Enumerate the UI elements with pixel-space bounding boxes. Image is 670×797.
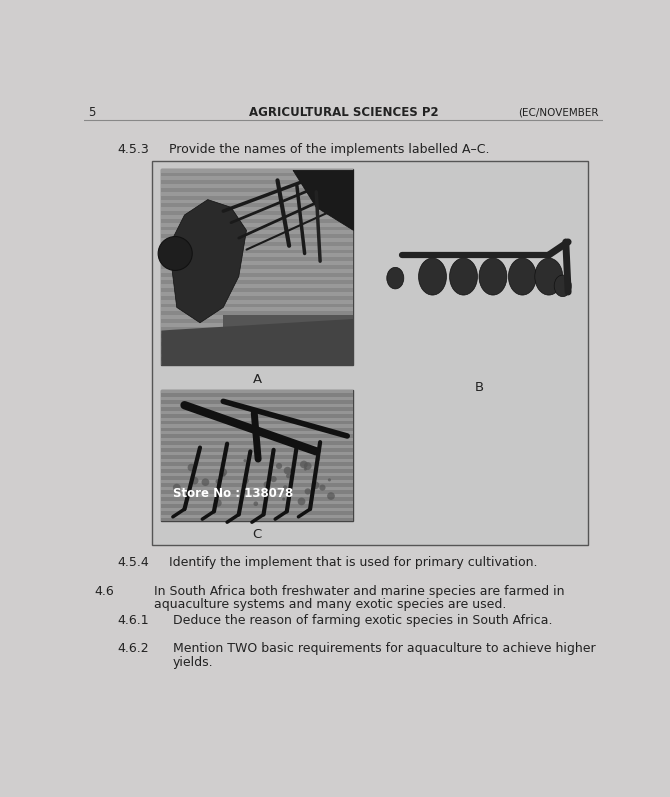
Circle shape [271,476,277,482]
Circle shape [214,499,222,507]
Circle shape [173,484,181,492]
Circle shape [191,477,198,485]
Circle shape [304,468,307,471]
Circle shape [216,479,220,484]
Circle shape [221,472,226,477]
Circle shape [202,478,209,486]
Circle shape [243,477,249,484]
Polygon shape [161,319,354,365]
Text: yields.: yields. [173,656,214,669]
Bar [161,390,354,520]
Circle shape [219,469,227,476]
Ellipse shape [450,258,478,295]
Polygon shape [293,171,354,230]
Circle shape [300,461,308,469]
Polygon shape [223,315,354,365]
Circle shape [243,459,247,462]
Circle shape [253,501,258,506]
Circle shape [263,481,270,488]
Circle shape [282,497,285,501]
Circle shape [283,467,291,474]
Circle shape [270,462,273,465]
Circle shape [286,473,291,478]
Text: Identify the implement that is used for primary cultivation.: Identify the implement that is used for … [169,556,537,569]
Circle shape [316,457,320,461]
Text: A: A [253,373,262,386]
Text: Store No : 138078: Store No : 138078 [173,487,293,501]
Text: B: B [474,380,484,394]
Circle shape [304,462,312,470]
Circle shape [328,478,331,481]
Text: In South Africa both freshwater and marine species are farmed in: In South Africa both freshwater and mari… [153,584,564,598]
Circle shape [297,497,306,505]
Circle shape [320,485,326,491]
Ellipse shape [419,258,446,295]
Text: Mention TWO basic requirements for aquaculture to achieve higher: Mention TWO basic requirements for aquac… [173,642,596,655]
Text: 4.6.1: 4.6.1 [118,614,149,627]
Circle shape [312,481,320,489]
Ellipse shape [554,275,572,296]
Text: C: C [253,528,262,541]
Text: 4.6.2: 4.6.2 [118,642,149,655]
Ellipse shape [509,258,537,295]
Ellipse shape [535,258,563,295]
Circle shape [158,237,192,270]
Text: AGRICULTURAL SCIENCES P2: AGRICULTURAL SCIENCES P2 [249,106,438,119]
Circle shape [276,463,282,469]
Bar [161,169,354,365]
Circle shape [327,493,335,500]
Circle shape [213,503,216,506]
Circle shape [188,464,196,471]
Text: 4.5.4: 4.5.4 [118,556,149,569]
Circle shape [283,485,287,490]
Text: Deduce the reason of farming exotic species in South Africa.: Deduce the reason of farming exotic spec… [173,614,552,627]
Polygon shape [169,199,247,323]
Circle shape [305,489,311,494]
Text: (EC/NOVEMBER: (EC/NOVEMBER [518,108,598,118]
Text: 4.6: 4.6 [94,584,115,598]
Bar [152,161,588,544]
Text: Provide the names of the implements labelled A–C.: Provide the names of the implements labe… [169,143,490,156]
Ellipse shape [479,258,507,295]
Text: 4.5.3: 4.5.3 [118,143,149,156]
Text: 5: 5 [88,106,96,119]
Ellipse shape [387,267,404,289]
Text: aquaculture systems and many exotic species are used.: aquaculture systems and many exotic spec… [153,599,506,611]
